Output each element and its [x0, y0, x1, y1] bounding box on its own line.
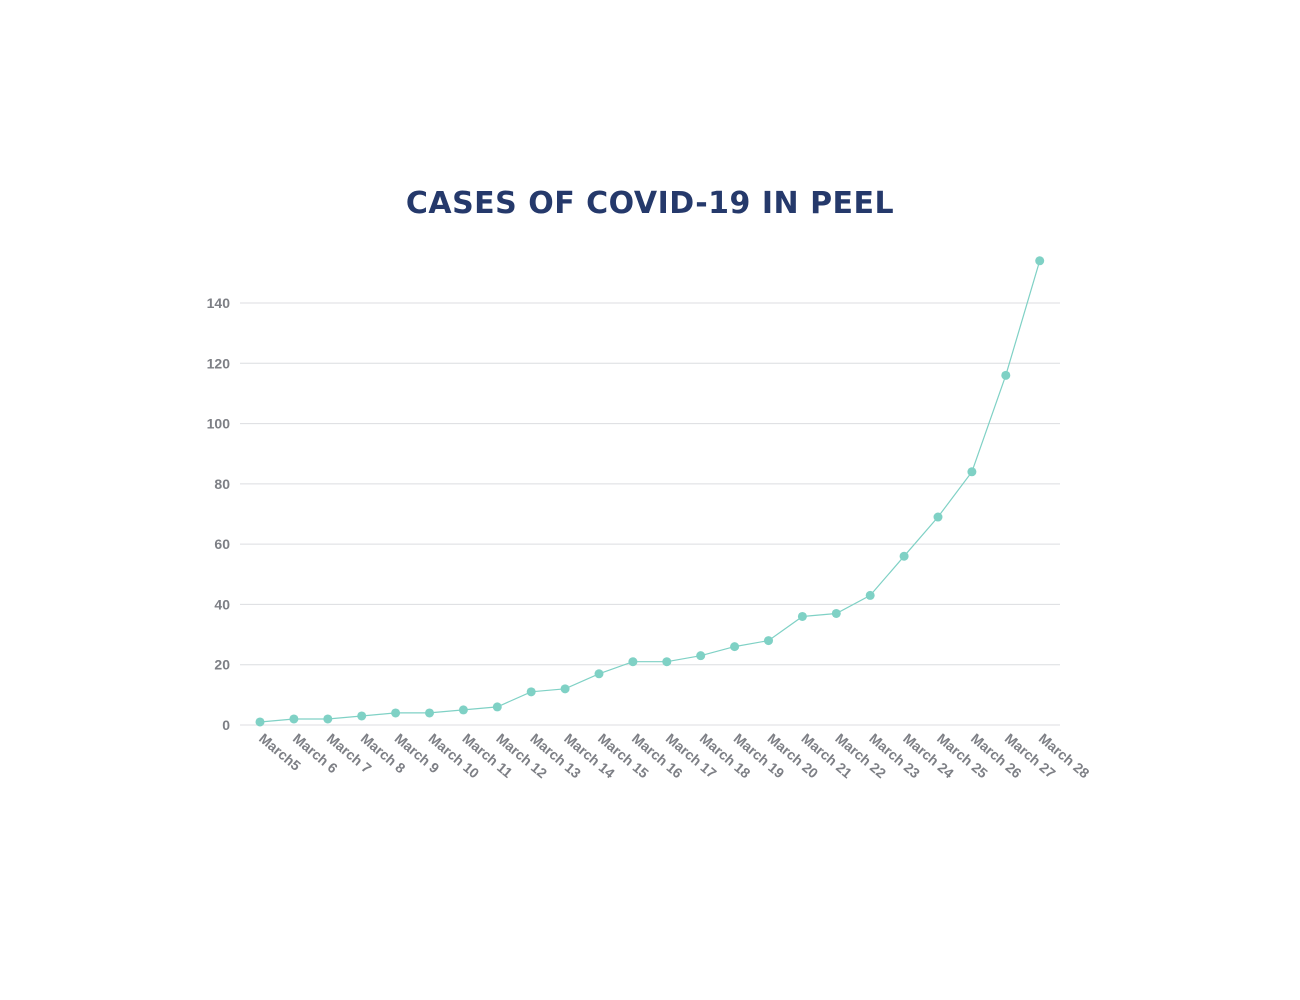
y-tick-label: 120	[207, 355, 231, 371]
y-tick-label: 0	[222, 717, 230, 733]
data-point[interactable]	[628, 657, 638, 667]
y-tick-label: 60	[214, 536, 230, 552]
gridlines	[240, 302, 1060, 726]
y-tick-label: 140	[207, 295, 231, 311]
data-point[interactable]	[1001, 370, 1011, 380]
data-point[interactable]	[255, 717, 265, 727]
data-point[interactable]	[865, 590, 875, 600]
y-tick-label: 100	[207, 416, 231, 432]
data-point[interactable]	[492, 702, 502, 712]
data-point[interactable]	[933, 512, 943, 522]
data-point[interactable]	[764, 636, 773, 646]
data-point[interactable]	[458, 705, 468, 715]
y-axis-tick-labels: 0 20 40 60 80 100 120 140	[207, 295, 231, 733]
data-point[interactable]	[662, 657, 672, 667]
data-point[interactable]	[797, 611, 807, 621]
data-point[interactable]	[1035, 256, 1045, 266]
data-point[interactable]	[967, 467, 977, 477]
data-point[interactable]	[289, 714, 299, 724]
data-point[interactable]	[560, 684, 570, 694]
data-point[interactable]	[899, 551, 909, 561]
data-point[interactable]	[357, 711, 367, 721]
data-point[interactable]	[831, 608, 841, 618]
series-line	[259, 260, 1041, 723]
series-layer	[255, 256, 1045, 727]
y-tick-label: 40	[214, 596, 230, 612]
y-tick-label: 80	[214, 476, 230, 492]
y-tick-label: 20	[214, 657, 230, 673]
data-point[interactable]	[594, 669, 604, 679]
data-point[interactable]	[730, 642, 740, 652]
chart-title: CASES OF COVID-19 IN PEEL	[405, 186, 895, 221]
data-point[interactable]	[425, 708, 434, 718]
data-point[interactable]	[323, 714, 333, 724]
data-point[interactable]	[526, 687, 536, 697]
data-point[interactable]	[696, 651, 706, 661]
data-point[interactable]	[391, 708, 401, 718]
